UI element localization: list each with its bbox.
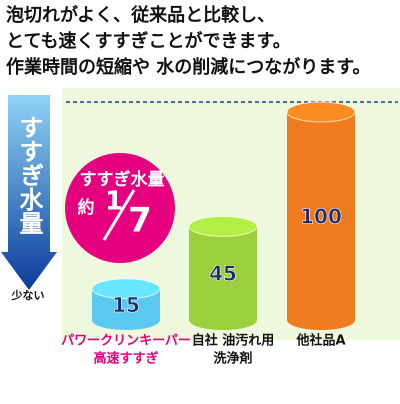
category-label: 自社 油汚れ用	[192, 333, 275, 349]
category-label: 洗浄剤	[213, 351, 252, 367]
axis-arrow	[1, 95, 57, 290]
axis-label: すすぎ水量	[15, 115, 43, 235]
category-label: パワークリンキーパー	[61, 334, 191, 349]
bubble	[65, 153, 175, 263]
axis-low-label: 少ない	[11, 288, 45, 302]
cylinder-top	[188, 215, 258, 237]
header-line: 作業時間の短縮や 水の削減につながります。	[6, 56, 370, 78]
header-line: 泡切れがよく、従来品と比較し、	[6, 4, 275, 26]
value-label: 15	[112, 293, 140, 317]
fraction-slash	[102, 189, 136, 241]
cylinder-top	[91, 278, 161, 300]
bubble-text: 約	[78, 197, 95, 218]
bubble-text: 1	[105, 187, 123, 217]
bar	[287, 112, 355, 320]
cylinder-top	[286, 101, 356, 123]
category-label: 他社品A	[295, 333, 345, 349]
category-label: 高速すすぎ	[93, 351, 158, 367]
bubble-text: すすぎ水量	[80, 169, 165, 190]
header-line: とても速くすすぎことができます。	[6, 30, 291, 52]
bubble-text: 7	[128, 201, 152, 241]
value-label: 100	[300, 205, 342, 229]
bar	[189, 226, 257, 320]
value-label: 45	[209, 262, 237, 286]
